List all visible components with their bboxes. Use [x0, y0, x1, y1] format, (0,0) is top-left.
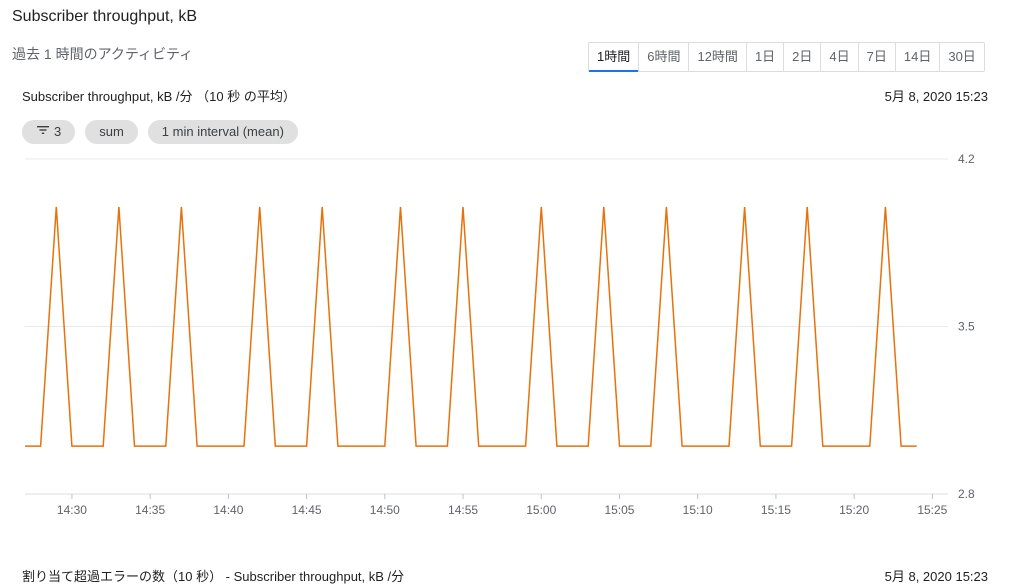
x-tick-label: 15:00 — [526, 503, 556, 517]
y-tick-label: 3.5 — [958, 320, 975, 334]
range-12h-button[interactable]: 12時間 — [689, 43, 747, 71]
aggregation-chip[interactable]: sum — [85, 120, 138, 144]
page-title: Subscriber throughput, kB — [12, 8, 197, 25]
range-7d-button[interactable]: 7日 — [859, 43, 896, 71]
y-axis-ticks: 4.2 3.5 2.8 — [958, 152, 975, 501]
x-tick-label: 14:35 — [135, 503, 165, 517]
range-2d-button[interactable]: 2日 — [784, 43, 822, 71]
interval-chip[interactable]: 1 min interval (mean) — [147, 120, 298, 144]
x-tick-label: 15:10 — [683, 503, 713, 517]
x-tick-label: 14:50 — [370, 503, 400, 517]
throughput-line-chart: 14:30 14:35 14:40 14:45 14:50 14:55 15:00 15:05… — [25, 152, 975, 517]
x-tick-label: 14:45 — [292, 503, 322, 517]
range-4d-button[interactable]: 4日 — [821, 43, 859, 71]
x-axis-ticks: 14:30 14:35 14:40 14:45 14:50 14:55 15:00 15:05… — [57, 494, 948, 517]
time-range-selector: 1時間 6時間 12時間 1日 2日 4日 7日 14日 30日 — [588, 42, 985, 72]
next-chart-title: 割り当て超過エラーの数（10 秒） - Subscriber throughpu… — [22, 569, 405, 584]
chart-title: Subscriber throughput, kB /分 （10 秒 の平均） — [22, 89, 296, 104]
x-tick-label: 14:40 — [213, 503, 243, 517]
activity-period-label: 過去 1 時間のアクティビティ — [12, 46, 194, 62]
chart-timestamp: 5月 8, 2020 15:23 — [884, 89, 988, 104]
chart-grid — [25, 158, 948, 495]
y-tick-label: 2.8 — [958, 487, 975, 501]
filter-icon — [36, 120, 50, 144]
range-14d-button[interactable]: 14日 — [896, 43, 941, 71]
x-tick-label: 15:25 — [917, 503, 947, 517]
x-tick-label: 14:30 — [57, 503, 87, 517]
range-6h-button[interactable]: 6時間 — [639, 43, 690, 71]
x-tick-label: 15:15 — [761, 503, 791, 517]
y-tick-label: 4.2 — [958, 152, 975, 166]
range-30d-button[interactable]: 30日 — [948, 49, 976, 64]
x-tick-label: 14:55 — [448, 503, 478, 517]
chart-chips: 3 sum 1 min interval (mean) — [22, 120, 298, 144]
series-line[interactable] — [25, 206, 917, 447]
chart-series — [25, 206, 917, 447]
next-chart-timestamp: 5月 8, 2020 15:23 — [884, 569, 988, 584]
filter-count: 3 — [54, 124, 62, 139]
range-1h-button[interactable]: 1時間 — [589, 43, 640, 72]
x-tick-label: 15:20 — [839, 503, 869, 517]
range-1d-button[interactable]: 1日 — [747, 43, 785, 71]
filter-chip[interactable]: 3 — [22, 120, 76, 144]
x-tick-label: 15:05 — [604, 503, 634, 517]
